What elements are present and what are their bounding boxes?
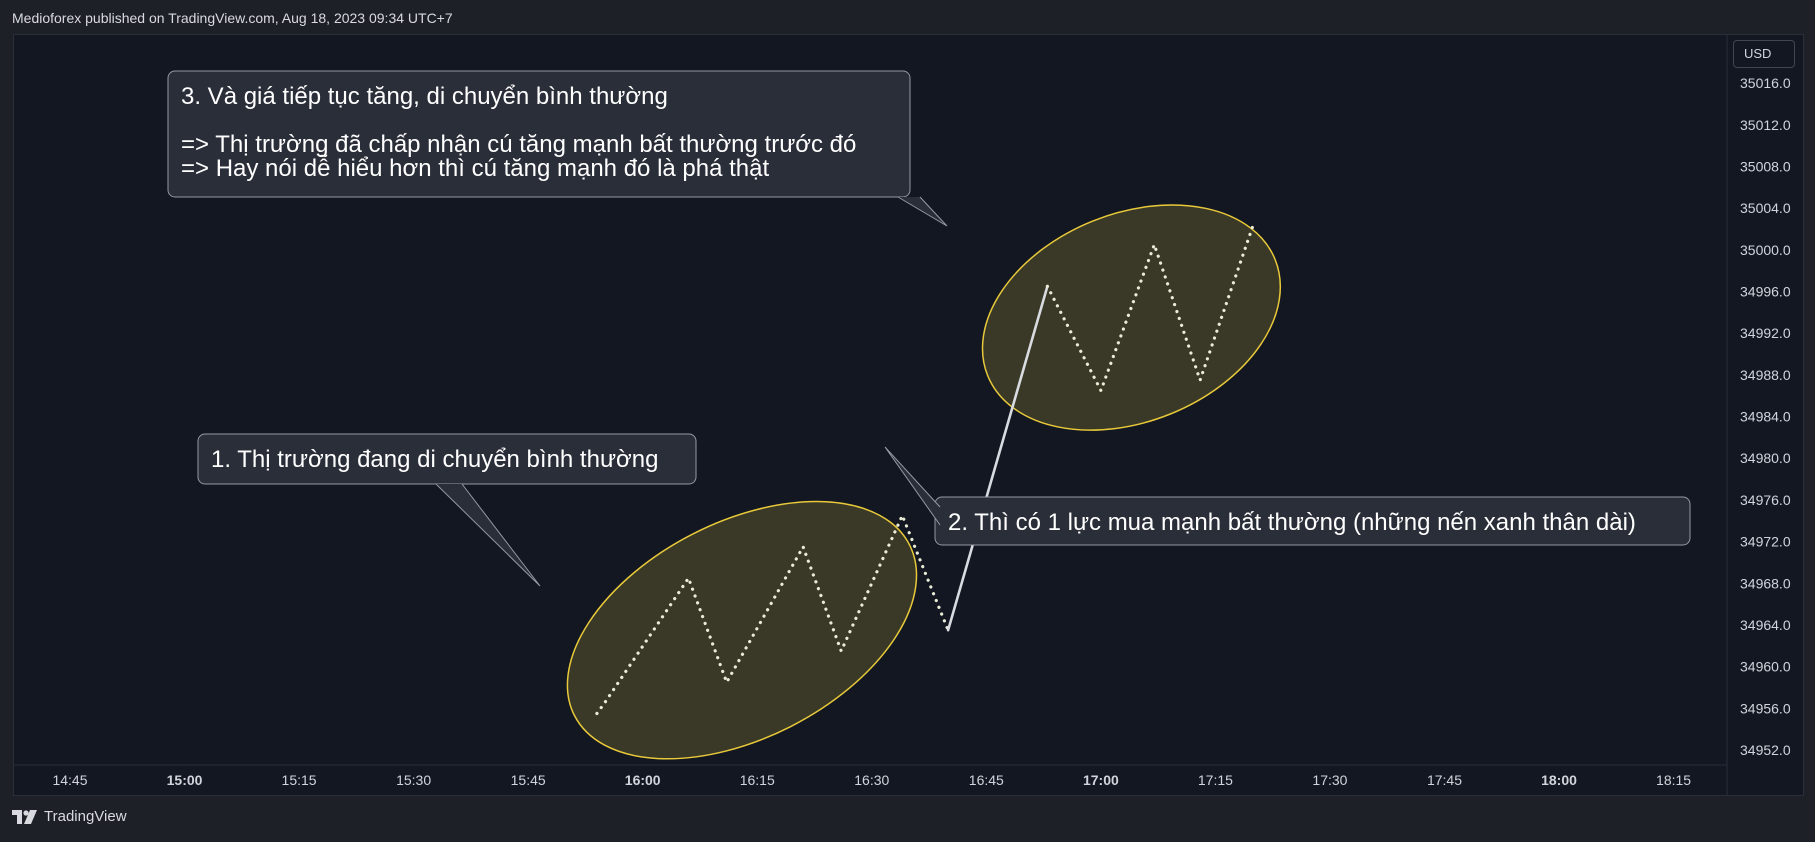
callout-text: => Thị trường đã chấp nhận cú tăng mạnh … <box>181 131 856 158</box>
time-tick-label: 16:45 <box>969 772 1004 788</box>
time-tick-label: 15:15 <box>282 772 317 788</box>
price-tick-label: 35008.0 <box>1740 158 1791 174</box>
price-tick-label: 35000.0 <box>1740 242 1791 258</box>
time-tick-label: 15:45 <box>511 772 546 788</box>
time-tick-label: 16:15 <box>740 772 775 788</box>
price-tick-label: 34960.0 <box>1740 659 1791 675</box>
price-tick-label: 34984.0 <box>1740 409 1791 425</box>
callout-pointer <box>884 446 941 526</box>
price-tick-label: 34980.0 <box>1740 450 1791 466</box>
callout-note2[interactable]: 2. Thì có 1 lực mua mạnh bất thường (nhữ… <box>884 446 1691 546</box>
footer-brand[interactable]: TradingView <box>12 808 127 825</box>
time-tick-label: 15:00 <box>167 772 203 788</box>
price-tick-label: 34968.0 <box>1740 575 1791 591</box>
footer-brand-label: TradingView <box>44 808 127 825</box>
callout-pointer <box>435 483 541 587</box>
callout-text: => Hay nói dễ hiểu hơn thì cú tăng mạnh … <box>181 155 769 182</box>
callout-note3[interactable]: 3. Và giá tiếp tục tăng, di chuyển bình … <box>167 70 948 227</box>
currency-selector[interactable]: USD <box>1733 40 1795 68</box>
time-tick-label: 17:15 <box>1198 772 1233 788</box>
price-tick-label: 34964.0 <box>1740 617 1791 633</box>
tradingview-logo-icon <box>12 809 37 824</box>
highlight-ellipse[interactable] <box>525 449 958 812</box>
callout-pointer <box>897 196 948 227</box>
time-tick-label: 14:45 <box>52 772 87 788</box>
time-tick-label: 18:15 <box>1656 772 1691 788</box>
callout-text: 2. Thì có 1 lực mua mạnh bất thường (nhữ… <box>948 509 1636 536</box>
time-tick-label: 16:30 <box>854 772 889 788</box>
publisher-attribution: Medioforex published on TradingView.com,… <box>12 10 453 26</box>
price-tick-label: 34996.0 <box>1740 284 1791 300</box>
time-tick-label: 18:00 <box>1541 772 1577 788</box>
price-tick-label: 35004.0 <box>1740 200 1791 216</box>
time-tick-label: 17:30 <box>1312 772 1347 788</box>
price-tick-label: 34972.0 <box>1740 534 1791 550</box>
price-tick-label: 34988.0 <box>1740 367 1791 383</box>
time-tick-label: 17:00 <box>1083 772 1119 788</box>
time-tick-label: 17:45 <box>1427 772 1462 788</box>
callout-text: 3. Và giá tiếp tục tăng, di chuyển bình … <box>181 83 668 110</box>
price-tick-label: 34992.0 <box>1740 325 1791 341</box>
callout-note1[interactable]: 1. Thị trường đang di chuyển bình thường <box>197 433 697 587</box>
price-path-solid[interactable] <box>946 284 1049 632</box>
highlight-ellipse[interactable] <box>949 163 1314 472</box>
price-tick-label: 34956.0 <box>1740 700 1791 716</box>
price-tick-label: 35016.0 <box>1740 75 1791 91</box>
price-tick-label: 34952.0 <box>1740 742 1791 758</box>
price-tick-label: 35012.0 <box>1740 117 1791 133</box>
price-tick-label: 34976.0 <box>1740 492 1791 508</box>
time-tick-label: 16:00 <box>625 772 661 788</box>
price-path-dotted[interactable] <box>595 513 950 716</box>
callout-text: 1. Thị trường đang di chuyển bình thường <box>211 446 658 473</box>
callout-box <box>167 70 911 198</box>
time-tick-label: 15:30 <box>396 772 431 788</box>
callout-box <box>934 496 1691 546</box>
